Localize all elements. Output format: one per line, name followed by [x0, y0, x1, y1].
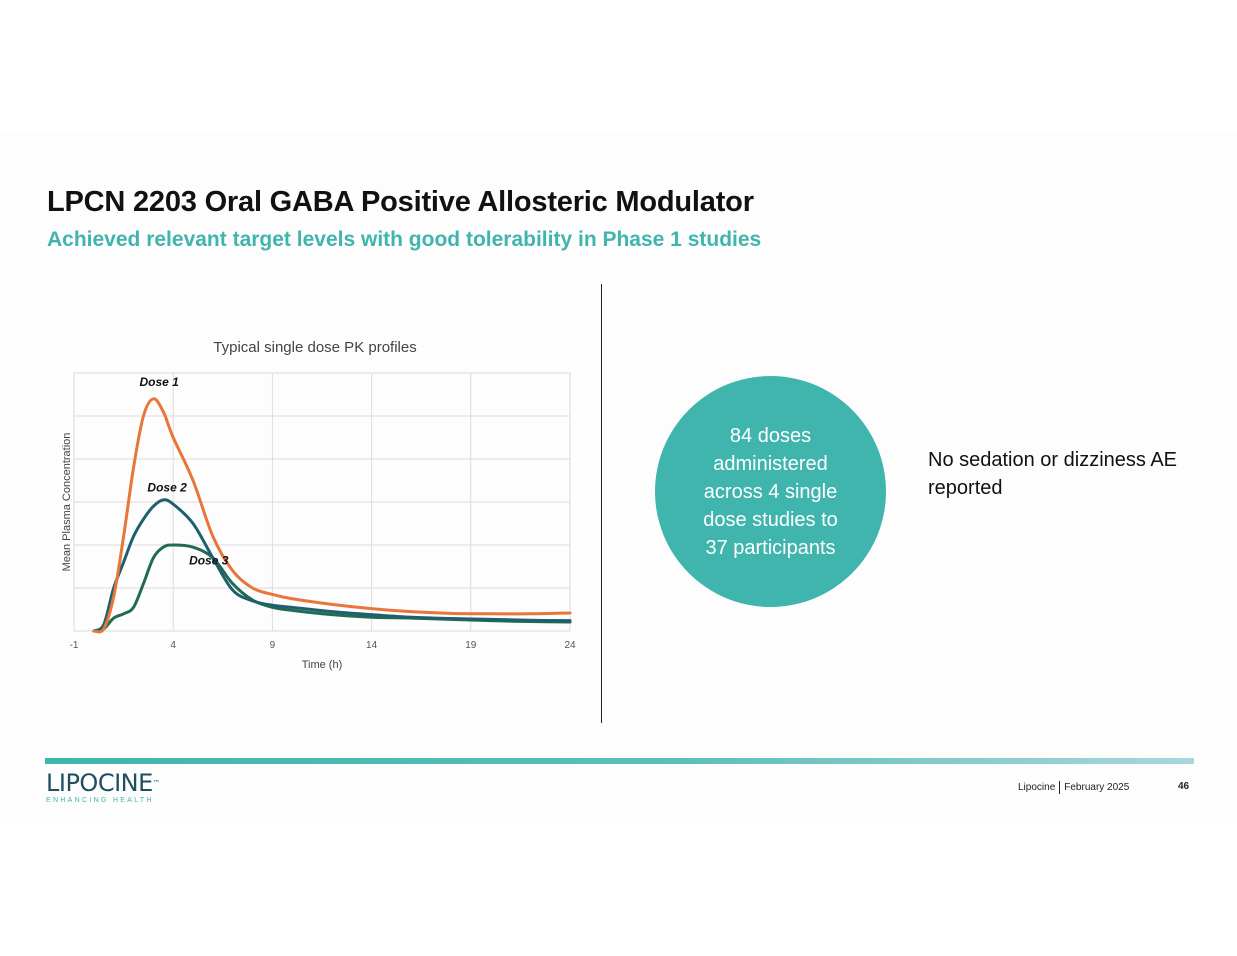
- annotation-dose-3: Dose 3: [189, 553, 229, 567]
- annotation-dose-2: Dose 2: [147, 480, 187, 494]
- footer-info: Lipocine February 2025: [1018, 781, 1129, 794]
- slide-subtitle: Achieved relevant target levels with goo…: [47, 228, 762, 251]
- y-axis-label: Mean Plasma Concentration: [61, 433, 73, 572]
- series-line-dose-2: [92, 498, 572, 633]
- chart-annotations: Dose 1 Dose 2 Dose 3: [139, 375, 228, 567]
- footer-gradient-bar: [45, 758, 1194, 764]
- x-tick-label: 9: [270, 640, 276, 651]
- logo-name-text: LIPOCINE: [46, 769, 153, 797]
- chart-series: [92, 397, 572, 634]
- x-tick-label: 24: [564, 640, 576, 651]
- x-tick-label: 14: [366, 640, 378, 651]
- logo-tagline: ENHANCING HEALTH: [46, 797, 154, 804]
- chart-grid: [73, 372, 571, 632]
- footer-date: February 2025: [1064, 782, 1130, 793]
- pk-profile-chart: Typical single dose PK profiles -1 4 9 14 19…: [40, 330, 600, 690]
- footer-separator: [1059, 781, 1061, 794]
- page-number: 46: [1178, 781, 1190, 792]
- annotation-dose-1: Dose 1: [139, 375, 179, 389]
- chart-title: Typical single dose PK profiles: [213, 339, 416, 356]
- side-note: No sedation or dizziness AE reported: [928, 449, 1178, 499]
- vertical-divider: [601, 284, 602, 723]
- chart-svg: Typical single dose PK profiles -1 4 9 14 19…: [61, 339, 576, 671]
- footer-company: Lipocine: [1018, 782, 1056, 793]
- company-logo: LIPOCINE™ ENHANCING HEALTH: [46, 769, 160, 804]
- logo-wordmark: LIPOCINE™: [46, 769, 160, 797]
- x-tick-label: 4: [170, 640, 176, 651]
- x-tick-label: 19: [465, 640, 477, 651]
- x-axis-ticks: -1 4 9 14 19 24: [70, 640, 576, 651]
- stat-circle: 84 doses administered across 4 single do…: [655, 376, 886, 607]
- x-axis-label: Time (h): [302, 659, 343, 671]
- stat-circle-text: 84 doses administered across 4 single do…: [703, 424, 838, 559]
- series-line-dose-1: [92, 397, 572, 634]
- x-tick-label: -1: [70, 640, 79, 651]
- logo-trademark: ™: [152, 779, 160, 787]
- slide-background: [0, 130, 1237, 825]
- slide-title: LPCN 2203 Oral GABA Positive Allosteric …: [47, 186, 754, 218]
